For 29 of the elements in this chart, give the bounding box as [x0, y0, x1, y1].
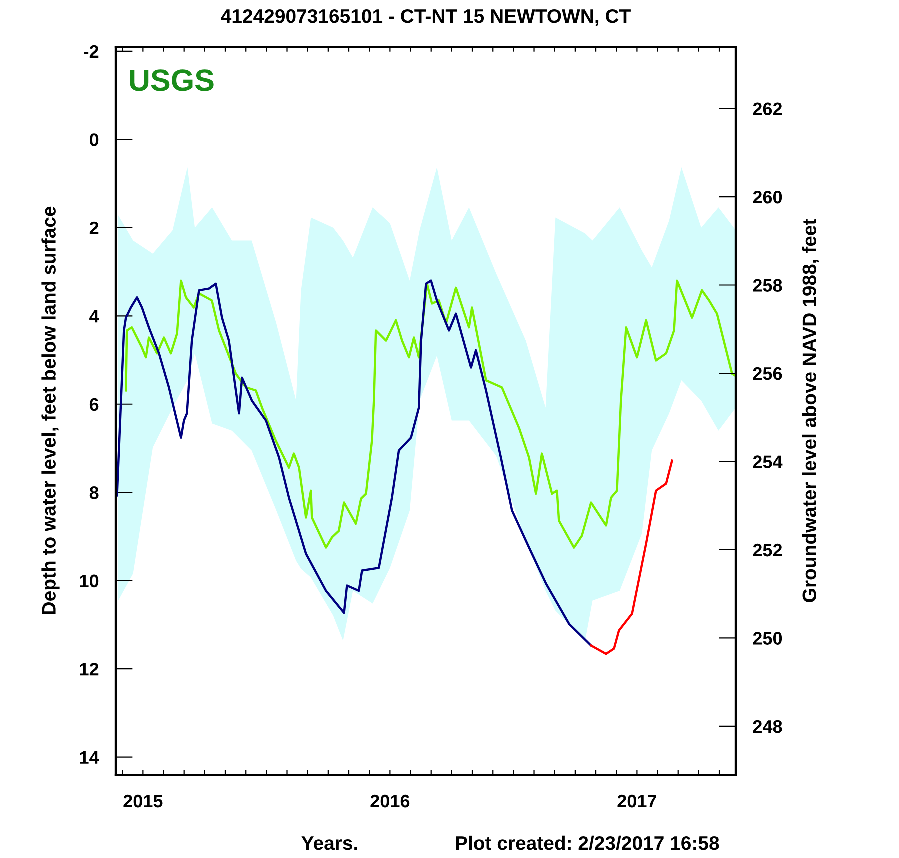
y-tick-label: 12 — [80, 663, 99, 676]
y2-tick-label: 260 — [753, 190, 782, 204]
text: Plot created: 2/23/2017 16:58 — [456, 836, 720, 850]
line-series — [116, 280, 592, 647]
annotation: USGS — [130, 70, 214, 92]
y2-tick-label: 262 — [753, 102, 782, 116]
y-tick-label: 4 — [90, 310, 100, 323]
x-tick-label: 2015 — [124, 794, 163, 808]
y2-tick-label: 254 — [753, 456, 783, 468]
y2-tick-label: 252 — [753, 544, 782, 557]
line-series — [590, 460, 674, 656]
y2-tick-label: 248 — [753, 720, 782, 734]
chart-title: 412429073165101 - CT-NT 15 NEWTOWN, CT — [221, 9, 631, 26]
y-tick-label: 0 — [90, 134, 99, 146]
y2-tick-label: 250 — [753, 632, 782, 645]
x-axis-title: Years. — [302, 836, 358, 850]
x-tick-label: 2017 — [618, 794, 656, 808]
y-tick-label: 10 — [80, 574, 99, 588]
y-tick-label: 8 — [90, 486, 99, 500]
line-series — [125, 280, 736, 549]
x-tick-label: 2016 — [370, 794, 410, 808]
y-tick-label: 2 — [90, 222, 99, 234]
y-tick-label: -2 — [84, 45, 99, 58]
y-axis-title: Depth to water level, feet below land surface — [42, 206, 60, 614]
y2-tick-label: 258 — [753, 279, 782, 292]
y-tick-label: 14 — [80, 751, 100, 764]
y2-axis-title: Groundwater level above NAVD 1988, feet — [802, 219, 820, 602]
y-tick-label: 6 — [90, 398, 99, 412]
y2-tick-label: 256 — [753, 367, 782, 380]
